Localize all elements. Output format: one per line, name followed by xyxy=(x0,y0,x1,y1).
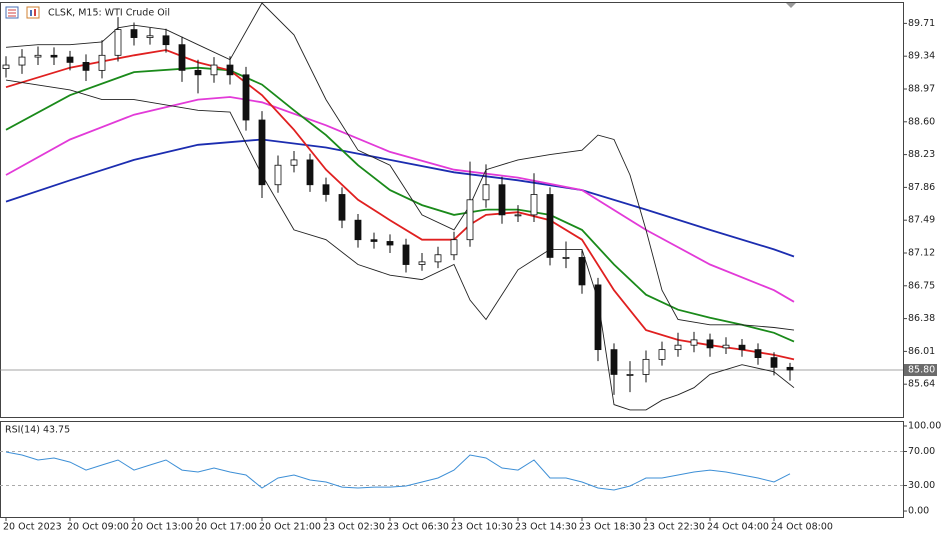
rsi-title: RSI(14) 43.75 xyxy=(5,425,70,436)
y-tick-label: 85.64 xyxy=(908,379,935,390)
candle-body xyxy=(98,54,106,71)
rsi-line xyxy=(5,451,791,491)
candle-body xyxy=(434,254,442,263)
candle-body xyxy=(162,35,170,46)
y-tick-label: 88.60 xyxy=(908,116,935,127)
candle-body xyxy=(594,284,602,351)
chart-title: CLSK, M15: WTI Crude Oil xyxy=(48,8,170,19)
candle-body xyxy=(242,74,250,121)
x-tick-label: 20 Oct 21:00 xyxy=(259,522,321,533)
candle-body xyxy=(210,64,218,76)
y-tick-label: 86.38 xyxy=(908,313,935,324)
y-tick-label: 30.00 xyxy=(908,480,935,491)
candle-body xyxy=(338,194,346,221)
x-tick-label: 20 Oct 17:00 xyxy=(195,522,257,533)
candle-body xyxy=(450,239,458,256)
candle-body xyxy=(18,56,26,66)
indicator-line xyxy=(5,96,795,303)
x-tick-label: 20 Oct 13:00 xyxy=(131,522,193,533)
candle-body xyxy=(146,35,154,38)
scroll-marker xyxy=(786,3,796,8)
candle-body xyxy=(754,349,762,359)
rsi-panel xyxy=(0,421,904,518)
candle-body xyxy=(322,184,330,195)
y-tick-label: 87.49 xyxy=(908,215,935,226)
candle-body xyxy=(642,358,650,375)
candle-body xyxy=(66,56,74,63)
x-tick-label: 23 Oct 14:30 xyxy=(515,522,577,533)
y-tick-label: 87.12 xyxy=(908,247,935,258)
last-price-box xyxy=(904,364,937,377)
y-tick-label: 88.23 xyxy=(908,149,935,160)
x-tick-label: 24 Oct 04:00 xyxy=(707,522,769,533)
indicator-line xyxy=(5,79,795,411)
candle-body xyxy=(178,44,186,71)
candle-body xyxy=(546,194,554,258)
price-panel xyxy=(0,2,904,418)
y-tick-label: 86.75 xyxy=(908,280,935,291)
candle-body xyxy=(626,374,634,376)
candle-body xyxy=(770,357,778,368)
candle-body xyxy=(306,159,314,186)
indicator-line xyxy=(5,66,795,343)
candle-body xyxy=(82,61,90,71)
x-tick-label: 23 Oct 18:30 xyxy=(579,522,641,533)
candle-body xyxy=(722,344,730,349)
x-tick-label: 23 Oct 22:30 xyxy=(643,522,705,533)
candle-body xyxy=(402,244,410,265)
y-tick-label: 88.97 xyxy=(908,83,935,94)
candle-body xyxy=(514,214,522,217)
candle-body xyxy=(290,159,298,166)
y-tick-label: 89.34 xyxy=(908,51,935,62)
candle-body xyxy=(194,69,202,76)
candle-body xyxy=(226,64,234,76)
toolbar-icons xyxy=(5,6,40,19)
candle-body xyxy=(50,54,58,58)
x-tick-label: 20 Oct 09:00 xyxy=(67,522,129,533)
candle-body xyxy=(114,29,122,56)
candle-body xyxy=(498,184,506,216)
last-price-label: 85.80 xyxy=(908,365,935,376)
candle-body xyxy=(354,219,362,241)
candle-body xyxy=(258,119,266,186)
candle-body xyxy=(530,194,538,216)
y-tick-label: 87.86 xyxy=(908,182,935,193)
candle-body xyxy=(2,64,10,70)
candle-body xyxy=(578,257,586,286)
candle-body xyxy=(562,257,570,259)
y-tick-label: 70.00 xyxy=(908,446,935,457)
candle-body xyxy=(34,54,42,58)
candle-body xyxy=(466,199,474,241)
candle-body xyxy=(658,349,666,360)
x-tick-label: 23 Oct 02:30 xyxy=(323,522,385,533)
x-tick-label: 20 Oct 2023 xyxy=(3,522,62,533)
y-tick-label: 89.71 xyxy=(908,18,935,29)
candle-body xyxy=(738,344,746,351)
x-tick-label: 24 Oct 08:00 xyxy=(771,522,833,533)
candle-body xyxy=(706,339,714,349)
candle-body xyxy=(386,241,394,246)
indicator-line xyxy=(5,138,795,258)
candle-body xyxy=(370,239,378,242)
candle-body xyxy=(610,349,618,375)
candle-body xyxy=(786,366,794,371)
x-tick-label: 23 Oct 06:30 xyxy=(387,522,449,533)
candle-body xyxy=(690,339,698,346)
candle-body xyxy=(130,29,138,38)
y-tick-label: 86.01 xyxy=(908,346,935,357)
y-tick-label: 0.00 xyxy=(908,506,929,517)
candle-body xyxy=(482,184,490,201)
y-tick-label: 100.00 xyxy=(908,420,941,431)
candle-body xyxy=(274,164,282,186)
candle-body xyxy=(674,344,682,351)
x-tick-label: 23 Oct 10:30 xyxy=(451,522,513,533)
candle-body xyxy=(418,261,426,265)
